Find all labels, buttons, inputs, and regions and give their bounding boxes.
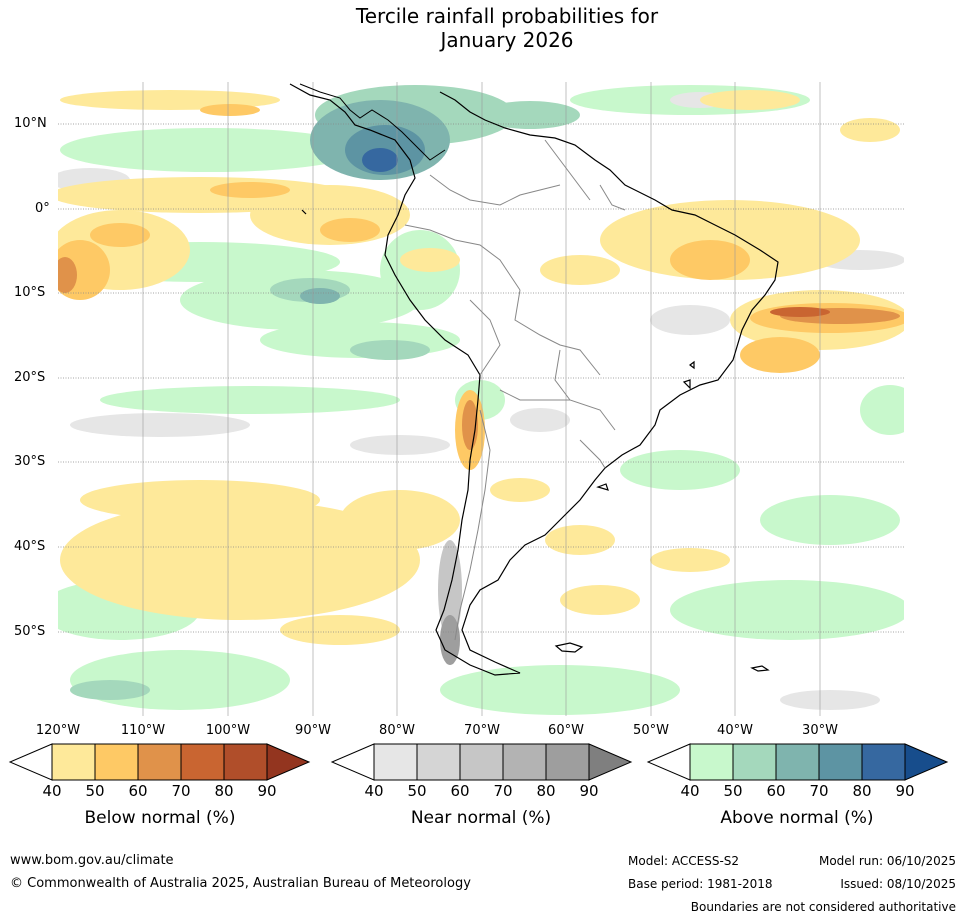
legend-tick: 90	[257, 782, 277, 800]
colorbar-below-normal	[8, 743, 311, 781]
south-america-coastline	[289, 83, 779, 676]
legend-tick: 60	[450, 782, 470, 800]
probability-field	[58, 82, 904, 716]
lat-label-30s: 30°S	[14, 454, 46, 469]
colorbar-above-normal	[646, 743, 949, 781]
legend-tick: 70	[171, 782, 191, 800]
lon-label-70w: 70°W	[464, 723, 500, 738]
legend-tick: 40	[680, 782, 700, 800]
legend-tick: 60	[128, 782, 148, 800]
central-america-coast	[299, 83, 446, 161]
legend-tick: 40	[42, 782, 62, 800]
lat-label-10s: 10°S	[14, 285, 46, 300]
legend-tick: 60	[766, 782, 786, 800]
bom-climate-link[interactable]: www.bom.gov.au/climate	[10, 853, 174, 868]
legend-tick: 80	[536, 782, 556, 800]
model-name: Model: ACCESS-S2	[628, 854, 740, 868]
legend-tick: 40	[364, 782, 384, 800]
lat-label-10n: 10°N	[14, 116, 47, 131]
lat-label-0: 0°	[35, 201, 50, 216]
legend-tick: 70	[493, 782, 513, 800]
lon-label-120w: 120°W	[35, 723, 81, 738]
legend-tick: 50	[85, 782, 105, 800]
base-period: Base period: 1981-2018	[628, 877, 773, 891]
below-normal-title: Below normal (%)	[84, 808, 236, 828]
lon-label-90w: 90°W	[295, 723, 331, 738]
above-normal-title: Above normal (%)	[720, 808, 874, 828]
lon-label-60w: 60°W	[548, 723, 584, 738]
near-normal-title: Near normal (%)	[410, 808, 552, 828]
legend-tick: 80	[852, 782, 872, 800]
legend-tick: 50	[407, 782, 427, 800]
colorbar-near-normal	[330, 743, 633, 781]
lat-label-50s: 50°S	[14, 624, 46, 639]
map-title: Tercile rainfall probabilities for Janua…	[0, 4, 965, 52]
islands	[301, 209, 770, 672]
country-borders	[404, 139, 626, 641]
title-line-2: January 2026	[440, 28, 574, 52]
lon-label-110w: 110°W	[120, 723, 166, 738]
copyright-text: © Commonwealth of Australia 2025, Austra…	[10, 876, 471, 891]
legend-tick: 90	[895, 782, 915, 800]
legend-tick: 70	[809, 782, 829, 800]
lon-label-100w: 100°W	[205, 723, 251, 738]
lon-label-40w: 40°W	[717, 723, 753, 738]
lon-label-30w: 30°W	[802, 723, 838, 738]
lat-label-40s: 40°S	[14, 539, 46, 554]
graticule	[58, 123, 904, 633]
issued-date: Issued: 08/10/2025	[840, 877, 956, 891]
above-normal-strong	[70, 85, 580, 700]
meridians	[142, 82, 821, 716]
legend-tick: 50	[723, 782, 743, 800]
lat-label-20s: 20°S	[14, 370, 46, 385]
lon-label-50w: 50°W	[633, 723, 669, 738]
legend-tick: 80	[214, 782, 234, 800]
legend-tick: 90	[579, 782, 599, 800]
title-line-1: Tercile rainfall probabilities for	[355, 4, 659, 28]
boundaries-disclaimer: Boundaries are not considered authoritat…	[690, 900, 956, 914]
lon-label-80w: 80°W	[379, 723, 415, 738]
model-run-date: Model run: 06/10/2025	[818, 854, 956, 868]
